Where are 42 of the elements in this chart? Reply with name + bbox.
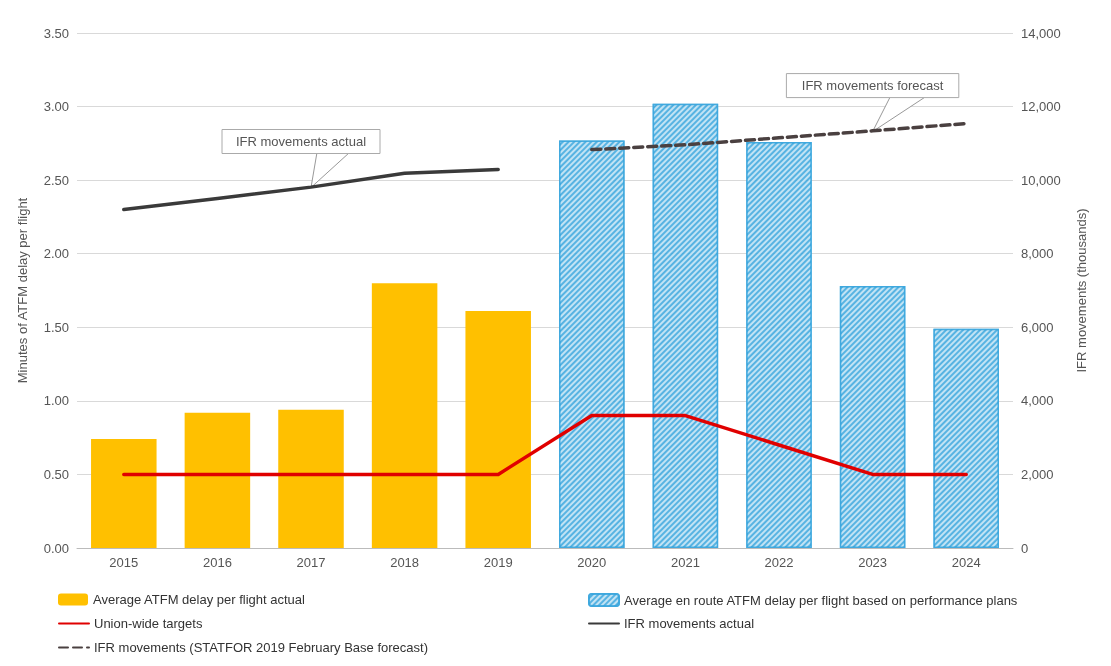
y2-tick-label: 12,000 <box>1021 99 1061 115</box>
y-tick-label: 3.00 <box>43 99 69 115</box>
annotation: IFR movements actual <box>235 134 367 149</box>
y-tick-label: 2.00 <box>43 246 69 262</box>
y2-tick-label: 2,000 <box>1021 466 1054 482</box>
y-tick-label: 1.50 <box>43 319 69 335</box>
line-series <box>122 167 500 212</box>
y2-tick-label: 0 <box>1021 540 1029 556</box>
y2-tick-label: 4,000 <box>1021 393 1054 409</box>
x-tick-label: 2023 <box>858 555 888 570</box>
x-tick-label: 2015 <box>109 555 139 570</box>
y2-tick-label: 8,000 <box>1021 246 1054 262</box>
x-tick-label: 2020 <box>577 555 607 570</box>
x-tick-label: 2021 <box>670 555 700 570</box>
legend-label: Union-wide targets <box>94 616 203 631</box>
legend-label: IFR movements (STATFOR 2019 February Base forecast) <box>94 640 429 655</box>
legend-label: IFR movements actual <box>624 616 755 631</box>
y-tick-label: 0.50 <box>43 466 69 482</box>
x-tick-label: 2024 <box>951 555 981 570</box>
y-tick-label: 0.00 <box>43 540 69 556</box>
x-tick-label: 2018 <box>390 555 420 570</box>
legend-label: Average ATFM delay per flight actual <box>93 592 306 607</box>
legend-label: Average en route ATFM delay per flight based on performance plans <box>624 592 1018 608</box>
y-tick-label: 2.50 <box>43 172 69 188</box>
x-tick-label: 2017 <box>296 555 326 570</box>
y2-tick-label: 10,000 <box>1021 172 1061 188</box>
line-series <box>590 121 968 152</box>
y2-tick-label: 14,000 <box>1021 25 1061 41</box>
y2-axis-title: IFR movements (thousands) <box>1074 208 1089 373</box>
bar <box>371 283 438 548</box>
y-tick-label: 1.00 <box>43 393 69 409</box>
y-tick-label: 3.50 <box>43 25 69 41</box>
x-tick-label: 2019 <box>483 555 513 570</box>
x-tick-label: 2016 <box>202 555 232 570</box>
y2-tick-label: 6,000 <box>1021 319 1054 335</box>
y-axis-title: Minutes of ATFM delay per flight <box>15 197 30 384</box>
bar <box>465 311 531 548</box>
x-tick-label: 2022 <box>764 555 794 570</box>
annotation: IFR movements forecast <box>801 78 944 94</box>
bar <box>278 409 344 548</box>
bar <box>91 439 157 548</box>
bar <box>184 412 251 548</box>
